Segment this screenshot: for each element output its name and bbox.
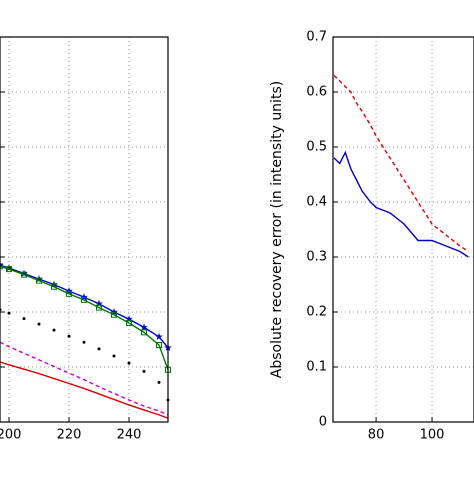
star-marker [140,323,148,331]
y-tick-label: 0.2 [306,305,327,320]
star-marker [5,264,13,272]
square-marker [156,342,162,348]
y-tick-label: 0.6 [306,85,327,100]
square-marker [96,304,102,311]
plot-frame [0,36,169,423]
star-marker [125,315,133,323]
y-tick-label: 0.1 [306,360,327,375]
y-tick-label: 0.7 [306,30,327,45]
series-line [333,150,469,258]
square-marker [36,277,42,284]
series-line [0,264,169,349]
square-marker [51,283,57,290]
dot-marker [7,311,11,315]
y-tick-label: 0.5 [306,140,327,155]
plot-frame [332,36,474,423]
star-marker [20,269,28,277]
dot-marker [37,322,41,326]
y-tick-label: 0.4 [306,195,327,210]
y-axis-label: Absolute recovery error (in intensity un… [269,81,285,378]
square-marker [6,266,12,273]
square-marker [141,329,147,336]
dot-marker [52,328,56,332]
star-marker [65,287,73,295]
dot-marker [127,361,131,365]
x-tick-label: 220 [57,428,82,443]
series-line [333,75,469,253]
square-marker [0,263,3,270]
dot-marker [157,380,161,384]
star-marker [155,332,163,340]
dot-marker [97,347,101,351]
square-marker [66,290,72,297]
square-marker [126,320,132,326]
y-tick-label: 0 [319,415,327,430]
star-marker [110,308,118,316]
x-tick-label: 100 [420,428,445,443]
square-marker [21,271,27,278]
dot-marker [82,340,86,344]
y-tick-label: 0.3 [306,250,327,265]
series-line [0,265,169,370]
series-line [0,361,169,419]
square-marker [111,311,117,318]
star-marker [95,299,103,307]
star-marker [80,293,88,301]
square-marker [81,296,87,303]
dot-marker [67,334,71,338]
dot-marker [142,369,146,373]
x-tick-label: 240 [117,428,142,443]
dot-marker [112,354,116,358]
series-line [0,341,169,416]
dot-marker [22,317,26,321]
x-tick-label: 200 [0,428,21,443]
x-tick-label: 80 [368,428,385,443]
